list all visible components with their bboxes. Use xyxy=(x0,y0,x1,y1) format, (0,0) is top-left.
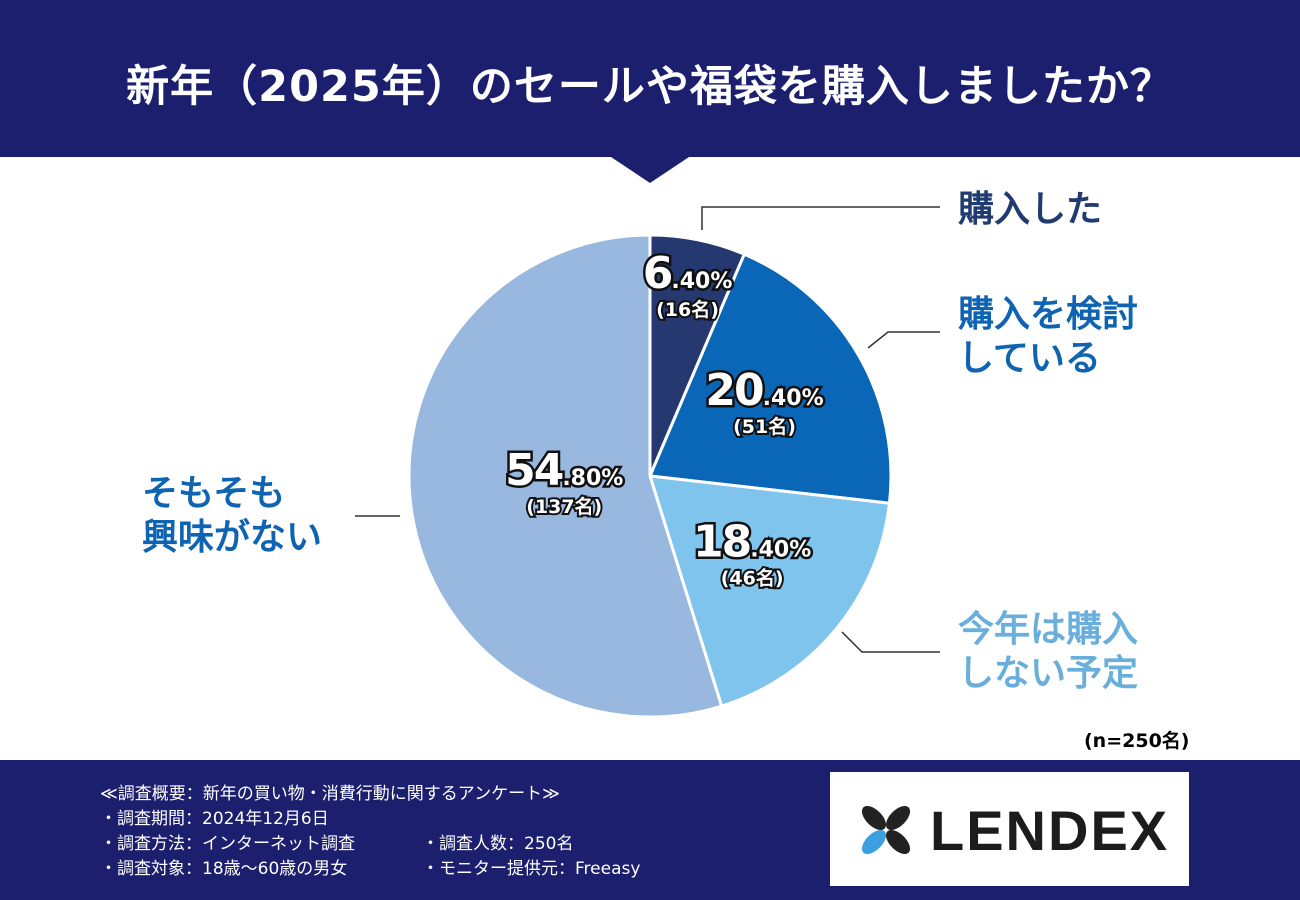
label-considering-line1: 購入を検討 xyxy=(958,294,1139,335)
survey-target: ・調査対象：18歳～60歳の男女 xyxy=(100,859,348,879)
label-not-planning: 今年は購入 しない予定 xyxy=(958,608,1138,696)
leader-line-considering xyxy=(867,331,940,349)
value-not-interested: 54.80% xyxy=(505,445,623,496)
slice-not-planning xyxy=(647,474,892,709)
survey-method: ・調査方法：インターネット調査 xyxy=(100,834,355,854)
label-purchased-line1: 購入した xyxy=(958,189,1103,230)
label-not-interested: そもそも 興味がない xyxy=(142,472,322,560)
sample-size-note: (n=250名) xyxy=(1084,730,1190,752)
page-title: 新年（2025年）のセールや福袋を購入しましたか？ xyxy=(126,62,1174,112)
value-not-interested-count: (137名) xyxy=(526,495,602,518)
lendex-logo-icon xyxy=(861,805,911,855)
value-considering-count: (51名) xyxy=(733,415,796,438)
slice-not-interested xyxy=(407,233,724,719)
label-not-planning-line1: 今年は購入 xyxy=(958,609,1139,650)
survey-target-row: ・調査対象：18歳～60歳の男女 ・モニター提供元：Freeasy xyxy=(100,857,640,882)
pie-chart: 6.40%(16名) 20.40%(51名) 18.40%(46名) 54.80%(1… xyxy=(355,155,940,719)
survey-period: ・調査期間：2024年12月6日 xyxy=(100,809,329,829)
value-not-planning-count: (46名) xyxy=(721,566,784,589)
value-purchased: 6.40% xyxy=(643,248,733,299)
header-banner xyxy=(0,0,1300,157)
value-purchased-count: (16名) xyxy=(656,298,719,321)
label-not-planning-line2: しない予定 xyxy=(958,653,1139,694)
survey-title: ≪調査概要：新年の買い物・消費行動に関するアンケート≫ xyxy=(100,784,560,804)
label-considering: 購入を検討 している xyxy=(958,293,1138,381)
lendex-logo-text: LENDEX xyxy=(930,799,1170,862)
slice-considering xyxy=(647,252,893,505)
value-considering: 20.40% xyxy=(705,365,823,416)
survey-respondents: ・調査人数：250名 xyxy=(422,834,574,854)
header-pointer xyxy=(608,155,692,183)
leader-line-not-planning xyxy=(841,631,940,653)
leader-line-purchased xyxy=(701,206,940,230)
label-not-interested-line2: 興味がない xyxy=(142,517,323,558)
label-not-interested-line1: そもそも xyxy=(142,473,286,514)
value-not-planning: 18.40% xyxy=(693,516,811,567)
label-purchased: 購入した xyxy=(958,188,1102,232)
survey-summary: ≪調査概要：新年の買い物・消費行動に関するアンケート≫ ・調査期間：2024年1… xyxy=(100,782,640,882)
label-considering-line2: している xyxy=(958,338,1101,379)
survey-method-row: ・調査方法：インターネット調査 ・調査人数：250名 xyxy=(100,832,573,857)
survey-provider: ・モニター提供元：Freeasy xyxy=(422,859,641,879)
